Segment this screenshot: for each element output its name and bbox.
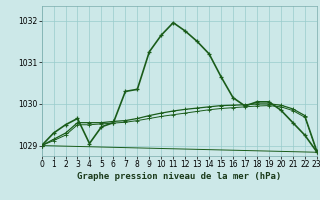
X-axis label: Graphe pression niveau de la mer (hPa): Graphe pression niveau de la mer (hPa) — [77, 172, 281, 181]
